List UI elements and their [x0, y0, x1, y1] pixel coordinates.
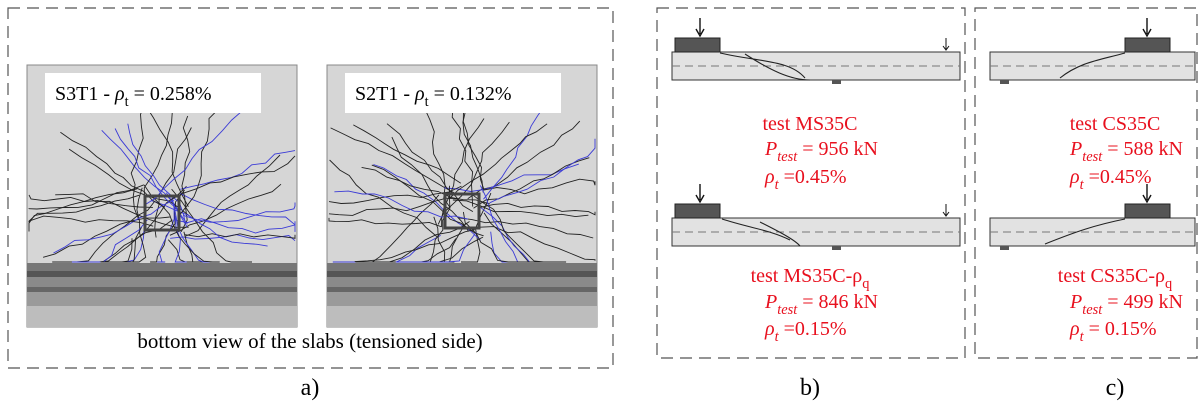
label: test CS35C-ρq	[1058, 265, 1172, 292]
label-rest: =0.45%	[1084, 166, 1152, 188]
label-symbol: ρ	[764, 166, 775, 188]
support	[1000, 80, 1009, 84]
label: Ptest = 956 kN	[764, 138, 878, 165]
label: test CS35C	[1070, 113, 1161, 135]
label-rest: = 588 kN	[1102, 138, 1183, 160]
label: Ptest = 846 kN	[764, 291, 878, 318]
slab-edge	[27, 271, 297, 277]
label-rest: = 956 kN	[797, 138, 878, 160]
load-arrow	[696, 18, 704, 36]
label-rest: = 499 kN	[1102, 291, 1183, 313]
support-arrow	[943, 204, 949, 216]
load-arrow	[1143, 18, 1151, 36]
slab-edge	[327, 263, 597, 271]
caption: bottom view of the slabs (tensioned side…	[137, 329, 482, 353]
label: test MS35C-ρq	[751, 265, 870, 292]
label-subscript: test	[777, 149, 798, 165]
slab-edge	[27, 263, 297, 271]
slab-edge	[27, 306, 297, 327]
label-text: test MS35C	[762, 113, 857, 135]
load-plate	[675, 38, 720, 52]
support	[832, 246, 841, 250]
label: test MS35C	[762, 113, 857, 135]
label: ρt =0.45%	[1069, 166, 1152, 193]
slab-edge	[327, 306, 597, 327]
label-text: test CS35C	[1070, 113, 1161, 135]
label-rest: = 0.258%	[129, 83, 212, 105]
load-arrow	[696, 184, 704, 202]
panel-tag: b)	[800, 375, 820, 401]
label-symbol: ρ	[764, 318, 775, 340]
load-plate	[675, 204, 720, 218]
label-symbol: ρ	[114, 83, 125, 105]
label-text: test CS35C-ρ	[1058, 265, 1165, 287]
label: ρt =0.45%	[764, 166, 847, 193]
load-plate	[1125, 38, 1170, 52]
slab-edge	[27, 277, 297, 287]
slab-edge	[27, 287, 297, 292]
label-symbol: P	[764, 291, 777, 313]
label-subscript: test	[1082, 149, 1103, 165]
slab-edge	[327, 292, 597, 306]
label-symbol: P	[1069, 138, 1082, 160]
support-arrow	[943, 38, 949, 50]
label-text: S3T1 -	[55, 83, 115, 105]
support	[832, 80, 841, 84]
label-symbol: ρ	[1069, 166, 1080, 188]
label-rest: = 846 kN	[797, 291, 878, 313]
label-rest: =0.45%	[779, 166, 847, 188]
panel-tag: c)	[1106, 375, 1125, 401]
label-subscript: test	[777, 302, 798, 318]
label-text: S2T1 -	[355, 83, 415, 105]
label: ρt = 0.15%	[1069, 318, 1157, 345]
label-rest: = 0.132%	[429, 83, 512, 105]
label-symbol: P	[1069, 291, 1082, 313]
label-symbol: ρ	[414, 83, 425, 105]
label-text: test MS35C-ρ	[751, 265, 863, 287]
label-rest: = 0.15%	[1084, 318, 1157, 340]
label-rest: =0.15%	[779, 318, 847, 340]
panel-tag: a)	[301, 375, 320, 401]
label-symbol: P	[764, 138, 777, 160]
label-symbol: ρ	[1069, 318, 1080, 340]
label-subscript: test	[1082, 302, 1103, 318]
label: Ptest = 499 kN	[1069, 291, 1183, 318]
slab-edge	[327, 287, 597, 292]
load-plate	[1125, 204, 1170, 218]
slab-edge	[327, 271, 597, 277]
label: ρt =0.15%	[764, 318, 847, 345]
slab-edge	[27, 292, 297, 306]
label-subscript: q	[1165, 276, 1172, 292]
support	[1000, 246, 1009, 250]
slab-edge	[327, 277, 597, 287]
label-subscript: q	[862, 276, 869, 292]
figure: S3T1 - ρt = 0.258%S2T1 - ρt = 0.132%bott…	[0, 0, 1203, 412]
label: Ptest = 588 kN	[1069, 138, 1183, 165]
